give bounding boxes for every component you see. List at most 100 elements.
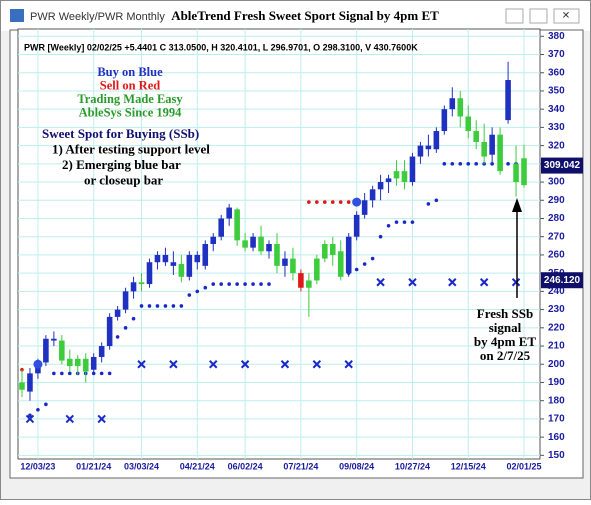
- stop-dot: [434, 198, 439, 203]
- x-mark: [209, 360, 218, 369]
- x-tick-label: 02/01/25: [506, 461, 541, 471]
- candle-body: [417, 145, 424, 157]
- stop-dot: [466, 162, 471, 166]
- stop-dot: [378, 234, 383, 239]
- candle-body: [82, 358, 89, 372]
- stop-dot: [179, 304, 184, 308]
- candle-body: [162, 254, 169, 263]
- candle-body: [290, 258, 296, 274]
- stop-dot: [346, 200, 351, 204]
- legend-note: AbleSys Since 1994: [79, 105, 183, 119]
- stop-dot: [386, 223, 391, 228]
- x-mark: [312, 360, 322, 369]
- callout: Fresh SSb: [477, 306, 533, 321]
- x-mark: [169, 360, 178, 369]
- stop-dot: [36, 408, 40, 412]
- price-label: 246.120: [544, 275, 581, 286]
- y-tick-label: 160: [548, 432, 565, 443]
- candle-body: [122, 291, 129, 310]
- stop-dot: [394, 220, 399, 224]
- stop-dot: [131, 316, 136, 321]
- callout: on 2/7/25: [480, 348, 531, 363]
- x-tick-label: 07/21/24: [283, 461, 318, 471]
- y-tick-label: 270: [548, 231, 565, 242]
- x-tick-label: 12/03/23: [20, 461, 55, 471]
- x-mark: [97, 414, 106, 424]
- stop-dot: [322, 200, 327, 204]
- stop-dot: [338, 200, 343, 204]
- candle-body: [329, 244, 336, 255]
- y-tick-label: 340: [548, 104, 565, 115]
- stop-dot: [155, 304, 160, 308]
- y-tick-label: 380: [548, 31, 565, 42]
- restore-button[interactable]: [529, 8, 548, 24]
- close-button[interactable]: [553, 8, 580, 24]
- app-icon: [10, 9, 24, 22]
- buy-signal: [33, 359, 43, 369]
- stop-dot: [219, 282, 224, 286]
- stop-dot: [426, 202, 431, 206]
- annotation: 2) Emerging blue bar: [62, 157, 181, 172]
- x-mark: [376, 278, 385, 287]
- stop-dot: [67, 371, 72, 376]
- candle-body: [138, 282, 145, 285]
- y-tick-label: 240: [548, 286, 565, 297]
- arrow-head: [512, 198, 522, 212]
- stop-dot: [267, 282, 271, 286]
- y-tick-label: 200: [548, 359, 565, 370]
- stop-dot: [402, 220, 407, 224]
- y-tick-label: 330: [548, 122, 565, 133]
- annotation: or closeup bar: [84, 172, 163, 187]
- price-label-box: [541, 272, 583, 289]
- x-mark: [448, 278, 457, 287]
- x-mark: [280, 360, 290, 369]
- stop-dot: [370, 256, 375, 261]
- candle-body: [409, 156, 416, 183]
- stop-dot: [171, 304, 176, 308]
- candle-body: [497, 134, 503, 172]
- candle-body: [202, 244, 209, 266]
- candle-body: [425, 145, 432, 150]
- candle-body: [27, 373, 33, 392]
- candle-body: [449, 98, 456, 110]
- candle-body: [377, 182, 384, 190]
- minimize-button[interactable]: [505, 8, 524, 24]
- stop-dot: [458, 162, 463, 166]
- y-tick-label: 290: [548, 195, 565, 206]
- y-tick-label: 260: [548, 250, 565, 261]
- y-tick-label: 350: [548, 86, 565, 97]
- candle-body: [242, 240, 248, 248]
- candle-body: [186, 254, 193, 277]
- stop-dot: [107, 371, 112, 376]
- stop-dot: [243, 282, 247, 286]
- candle-body: [266, 244, 272, 252]
- chart-title: AbleTrend Fresh Sweet Sport Signal by 4p…: [171, 8, 439, 23]
- stop-dot: [195, 289, 200, 294]
- x-mark: [240, 360, 250, 369]
- candle-body: [505, 80, 511, 121]
- candle-body: [345, 236, 352, 274]
- stop-dot: [251, 282, 255, 286]
- close-icon[interactable]: ✕: [562, 11, 570, 22]
- candle-body: [441, 109, 448, 132]
- stop-dot: [115, 335, 120, 339]
- candle-body: [210, 236, 217, 244]
- stop-dot: [60, 371, 64, 376]
- candle-body: [98, 346, 105, 357]
- stop-dot: [235, 282, 239, 286]
- y-tick-label: 230: [548, 304, 565, 315]
- stop-dot: [139, 304, 144, 308]
- window-buttons[interactable]: ✕: [505, 8, 580, 24]
- stop-dot: [147, 304, 152, 308]
- x-mark: [479, 278, 489, 287]
- candle-body: [59, 340, 65, 361]
- candle-body: [170, 262, 177, 266]
- y-tick-label: 220: [548, 322, 565, 333]
- candle-body: [51, 338, 57, 341]
- x-mark: [511, 278, 521, 287]
- stop-dot: [163, 304, 168, 308]
- candle-body: [154, 254, 161, 263]
- x-tick-label: 09/08/24: [339, 461, 374, 471]
- header-info: PWR [Weekly] 02/02/25 +5.4401 C 313.0500…: [24, 42, 418, 52]
